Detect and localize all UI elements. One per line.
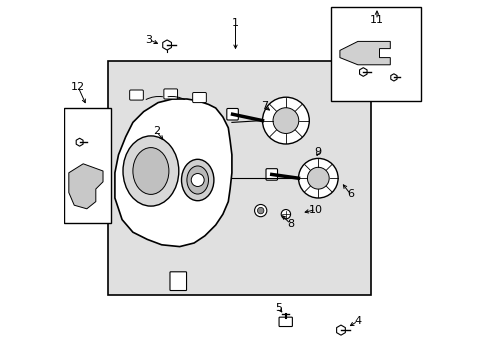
Polygon shape — [115, 99, 231, 247]
FancyBboxPatch shape — [129, 90, 143, 100]
Circle shape — [272, 108, 298, 134]
FancyBboxPatch shape — [279, 317, 292, 327]
Text: 4: 4 — [354, 316, 361, 326]
Text: 11: 11 — [369, 15, 383, 25]
Text: 9: 9 — [314, 147, 321, 157]
FancyBboxPatch shape — [170, 272, 186, 291]
Circle shape — [262, 97, 309, 144]
FancyBboxPatch shape — [163, 89, 177, 99]
Circle shape — [191, 174, 204, 186]
Bar — [330, 7, 420, 101]
Circle shape — [281, 210, 290, 219]
Circle shape — [307, 167, 328, 189]
FancyBboxPatch shape — [192, 93, 206, 103]
Text: 7: 7 — [260, 101, 267, 111]
Text: 5: 5 — [275, 303, 282, 313]
FancyBboxPatch shape — [265, 169, 277, 180]
Text: 1: 1 — [231, 18, 239, 28]
Polygon shape — [69, 164, 103, 209]
Bar — [107, 61, 370, 295]
Text: 6: 6 — [346, 189, 353, 199]
Polygon shape — [339, 41, 389, 65]
Ellipse shape — [186, 166, 208, 194]
Circle shape — [298, 158, 337, 198]
Text: 2: 2 — [152, 126, 160, 136]
Ellipse shape — [133, 148, 168, 194]
Text: 8: 8 — [286, 219, 294, 229]
Circle shape — [257, 207, 264, 214]
Text: 10: 10 — [308, 204, 322, 215]
Circle shape — [254, 204, 266, 217]
FancyBboxPatch shape — [226, 108, 238, 120]
Bar — [64, 108, 111, 223]
Text: 12: 12 — [71, 82, 85, 92]
Text: 3: 3 — [145, 35, 152, 45]
Ellipse shape — [123, 136, 179, 206]
Ellipse shape — [181, 159, 213, 201]
